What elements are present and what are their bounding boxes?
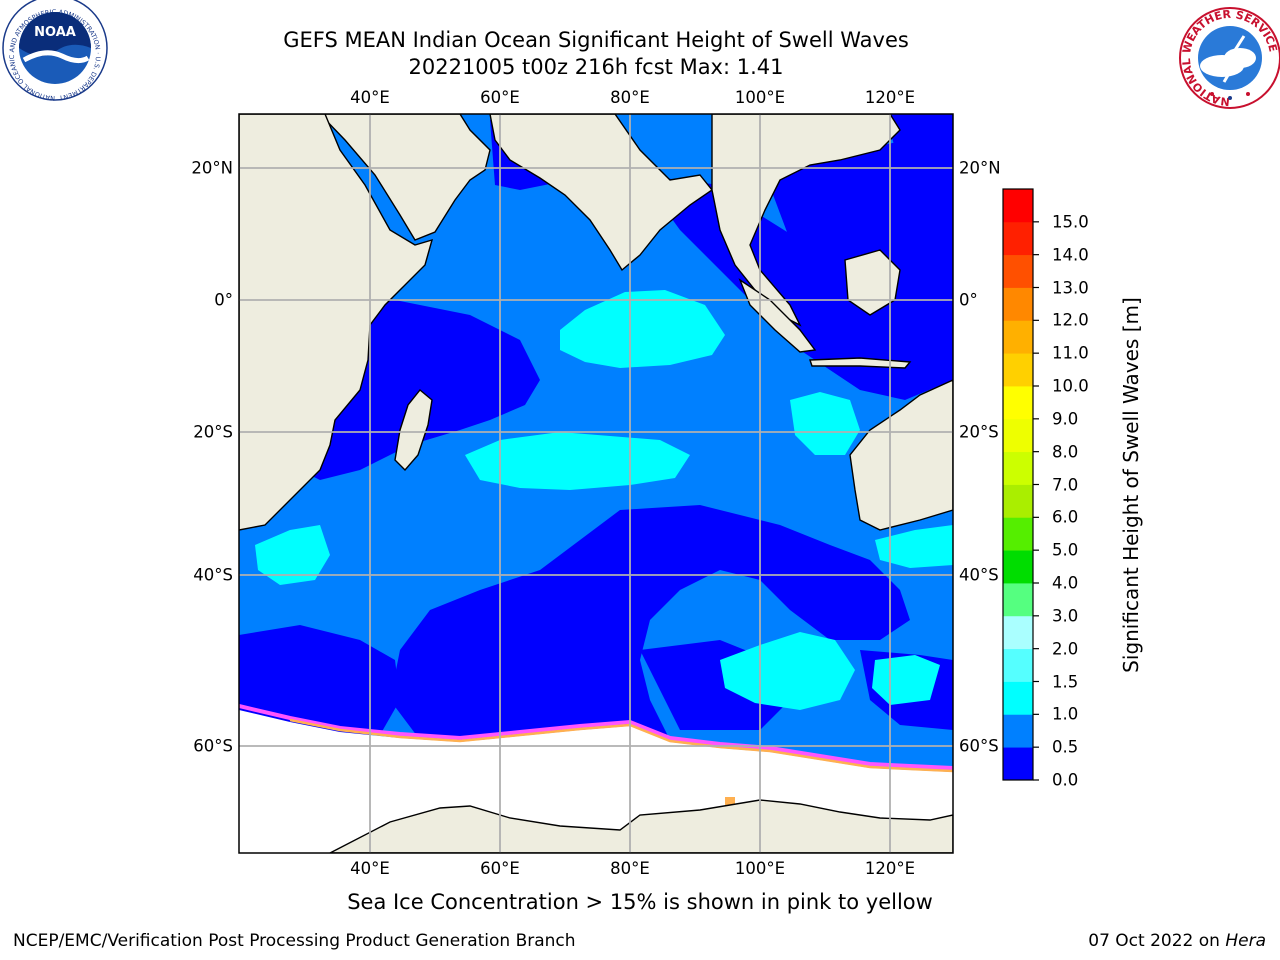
swell-height-map: [239, 114, 953, 853]
colorbar: [1003, 189, 1033, 781]
footer-date-text: 07 Oct 2022 on: [1088, 931, 1226, 951]
colorbar-tick-label: 1.0: [1052, 704, 1079, 724]
graticule: [239, 114, 953, 853]
colorbar-tick-label: 6.0: [1052, 507, 1079, 527]
colorbar-swatch: [1003, 648, 1033, 682]
nws-logo: NATIONAL WEATHER SERVICE: [1179, 7, 1280, 109]
noaa-wordmark: NOAA: [34, 25, 76, 40]
colorbar-tick-label: 2.0: [1052, 639, 1079, 659]
colorbar-tick-label: 10.0: [1052, 376, 1089, 396]
lat-label-left-20n: 20°N: [191, 158, 233, 178]
lon-label-bottom-80e: 80°E: [610, 859, 650, 878]
lon-label-top-60e: 60°E: [480, 88, 520, 107]
lon-label-top-120e: 120°E: [864, 88, 916, 107]
colorbar-tick-label: 9.0: [1052, 409, 1079, 429]
chart-subtitle: 20221005 t00z 216h fcst Max: 1.41: [408, 55, 784, 79]
colorbar-tick-label: 0.5: [1052, 737, 1079, 757]
colorbar-tick-label: 1.5: [1052, 672, 1079, 691]
sea-ice-caption: Sea Ice Concentration > 15% is shown in …: [347, 890, 933, 914]
chart-title: GEFS MEAN Indian Ocean Significant Heigh…: [283, 28, 909, 52]
colorbar-swatch: [1003, 583, 1033, 617]
colorbar-swatch: [1003, 254, 1033, 288]
lon-label-top-40e: 40°E: [350, 88, 390, 107]
colorbar-swatch: [1003, 221, 1033, 256]
footer-host: Hera: [1225, 931, 1266, 951]
map-frame: [238, 113, 954, 854]
colorbar-swatch: [1003, 484, 1033, 518]
lat-label-right-20s: 20°S: [959, 422, 999, 442]
lon-label-bottom-100e: 100°E: [734, 859, 786, 878]
colorbar-swatch: [1003, 320, 1033, 354]
colorbar-swatch: [1003, 451, 1033, 485]
footer-credit: NCEP/EMC/Verification Post Processing Pr…: [13, 931, 576, 951]
colorbar-swatch: [1003, 287, 1033, 321]
noaa-logo: NATIONAL OCEANIC AND ATMOSPHERIC ADMINIS…: [0, 0, 108, 102]
lat-label-right-20n: 20°N: [959, 158, 1001, 178]
lon-label-bottom-40e: 40°E: [350, 859, 390, 878]
lat-label-left-40s: 40°S: [193, 565, 233, 585]
colorbar-tick-label: 0.0: [1052, 770, 1079, 790]
swell-band-1.0-1.5: [255, 290, 953, 710]
colorbar-tick-label: 8.0: [1052, 442, 1079, 462]
lon-label-bottom-120e: 120°E: [864, 859, 916, 878]
colorbar-swatch: [1003, 189, 1033, 223]
colorbar-tick-label: 4.0: [1052, 573, 1079, 593]
colorbar-tick-label: 3.0: [1052, 606, 1079, 626]
lat-label-left-60s: 60°S: [193, 736, 233, 756]
lon-label-top-80e: 80°E: [610, 88, 650, 107]
colorbar-tick-label: 13.0: [1052, 278, 1089, 297]
colorbar-tick-label: 15.0: [1052, 212, 1089, 232]
colorbar-tick-label: 7.0: [1052, 475, 1079, 494]
colorbar-tick-label: 14.0: [1052, 245, 1089, 265]
lat-label-left-20s: 20°S: [193, 422, 233, 442]
lat-label-right-60s: 60°S: [959, 736, 999, 756]
colorbar-swatch: [1003, 615, 1033, 650]
colorbar-swatch: [1003, 353, 1033, 387]
colorbar-swatch: [1003, 550, 1033, 584]
colorbar-swatch: [1003, 747, 1033, 781]
lat-label-right-0: 0°: [959, 290, 978, 310]
colorbar-swatch: [1003, 418, 1033, 453]
colorbar-tick-label: 11.0: [1052, 343, 1089, 363]
colorbar-label: Significant Height of Swell Waves [m]: [1119, 297, 1143, 673]
colorbar-swatch: [1003, 681, 1033, 715]
lon-label-bottom-60e: 60°E: [480, 859, 520, 878]
colorbar-swatch: [1003, 386, 1033, 420]
lat-label-left-0: 0°: [214, 290, 233, 310]
land: [239, 114, 953, 853]
colorbar-swatch: [1003, 714, 1033, 748]
colorbar-swatch: [1003, 517, 1033, 551]
lon-label-top-100e: 100°E: [734, 88, 786, 107]
footer-date: 07 Oct 2022 on Hera: [1088, 931, 1266, 951]
lat-label-right-40s: 40°S: [959, 565, 999, 585]
colorbar-tick-label: 12.0: [1052, 310, 1089, 330]
colorbar-tick-label: 5.0: [1052, 540, 1079, 560]
